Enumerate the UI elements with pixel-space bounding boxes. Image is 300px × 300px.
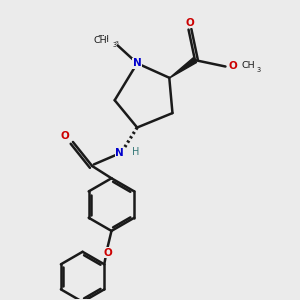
Text: CH: CH bbox=[97, 35, 110, 44]
Text: CH: CH bbox=[93, 36, 107, 45]
Text: O: O bbox=[186, 17, 194, 28]
Text: H: H bbox=[132, 147, 139, 157]
Text: 3: 3 bbox=[256, 68, 260, 74]
Text: 3: 3 bbox=[112, 42, 117, 48]
Polygon shape bbox=[169, 58, 196, 78]
Text: CH: CH bbox=[242, 61, 255, 70]
Text: N: N bbox=[133, 58, 142, 68]
Text: 3: 3 bbox=[114, 41, 118, 46]
Text: N: N bbox=[115, 148, 124, 158]
Text: O: O bbox=[104, 248, 112, 258]
Text: O: O bbox=[61, 130, 69, 141]
Text: O: O bbox=[228, 61, 237, 71]
